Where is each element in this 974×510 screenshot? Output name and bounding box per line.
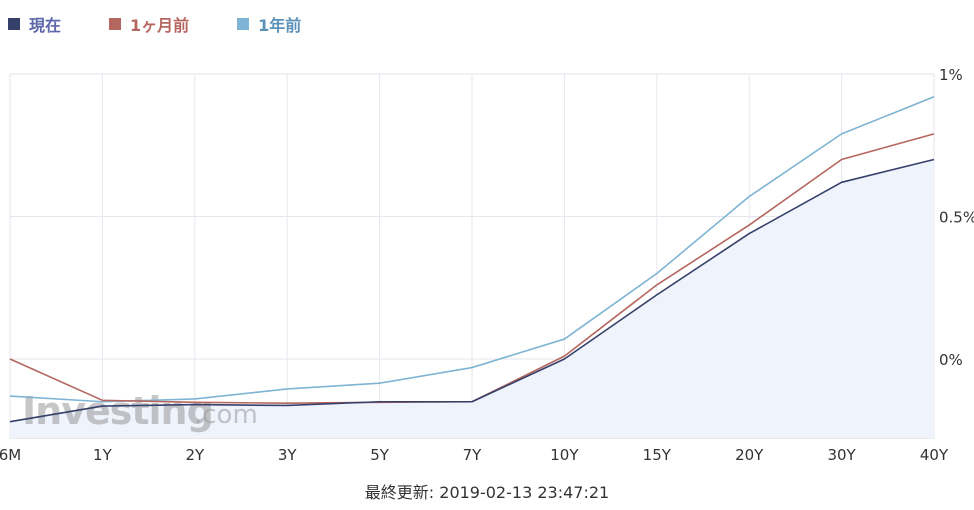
series-line-2	[9, 158, 935, 423]
x-tick-label: 6M	[0, 446, 21, 464]
yield-curve-chart: Investing .com 6M 1Y 2Y 3Y 5Y 7Y 10Y 15Y 20Y 30Y 4…	[0, 66, 974, 464]
watermark-brand: Investing	[22, 389, 213, 433]
y-axis-labels: 1% 0.5% 0%	[939, 66, 974, 369]
legend-item-current[interactable]: 現在	[8, 12, 61, 36]
y-tick-label: 0%	[939, 351, 963, 369]
legend-label: 現在	[29, 16, 62, 35]
series-line-0	[9, 96, 935, 403]
legend-item-1-month-ago[interactable]: 1ヶ月前	[109, 12, 189, 36]
x-tick-label: 3Y	[278, 446, 298, 464]
x-tick-label: 2Y	[185, 446, 205, 464]
area-fill-current	[10, 159, 934, 438]
y-tick-label: 1%	[939, 66, 963, 84]
x-tick-label: 20Y	[735, 446, 764, 464]
y-tick-label: 0.5%	[939, 209, 974, 227]
x-tick-label: 15Y	[643, 446, 672, 464]
last-updated: 最終更新: 2019-02-13 23:47:21	[364, 483, 610, 502]
series-lines	[9, 96, 935, 423]
area-fill	[10, 159, 934, 438]
legend-label: 1ヶ月前	[130, 16, 190, 35]
x-axis-labels: 6M 1Y 2Y 3Y 5Y 7Y 10Y 15Y 20Y 30Y 40Y	[0, 446, 949, 464]
x-tick-label: 1Y	[93, 446, 113, 464]
x-tick-label: 10Y	[550, 446, 579, 464]
x-tick-label: 30Y	[827, 446, 856, 464]
x-tick-label: 5Y	[370, 446, 390, 464]
x-tick-label: 7Y	[463, 446, 483, 464]
legend-item-1-year-ago[interactable]: 1年前	[237, 12, 301, 36]
legend-swatch	[237, 18, 250, 30]
x-tick-label: 40Y	[920, 446, 949, 464]
chart-legend: 現在 1ヶ月前 1年前	[8, 12, 349, 36]
legend-swatch	[109, 18, 122, 30]
legend-swatch	[8, 18, 20, 30]
legend-label: 1年前	[258, 16, 302, 35]
